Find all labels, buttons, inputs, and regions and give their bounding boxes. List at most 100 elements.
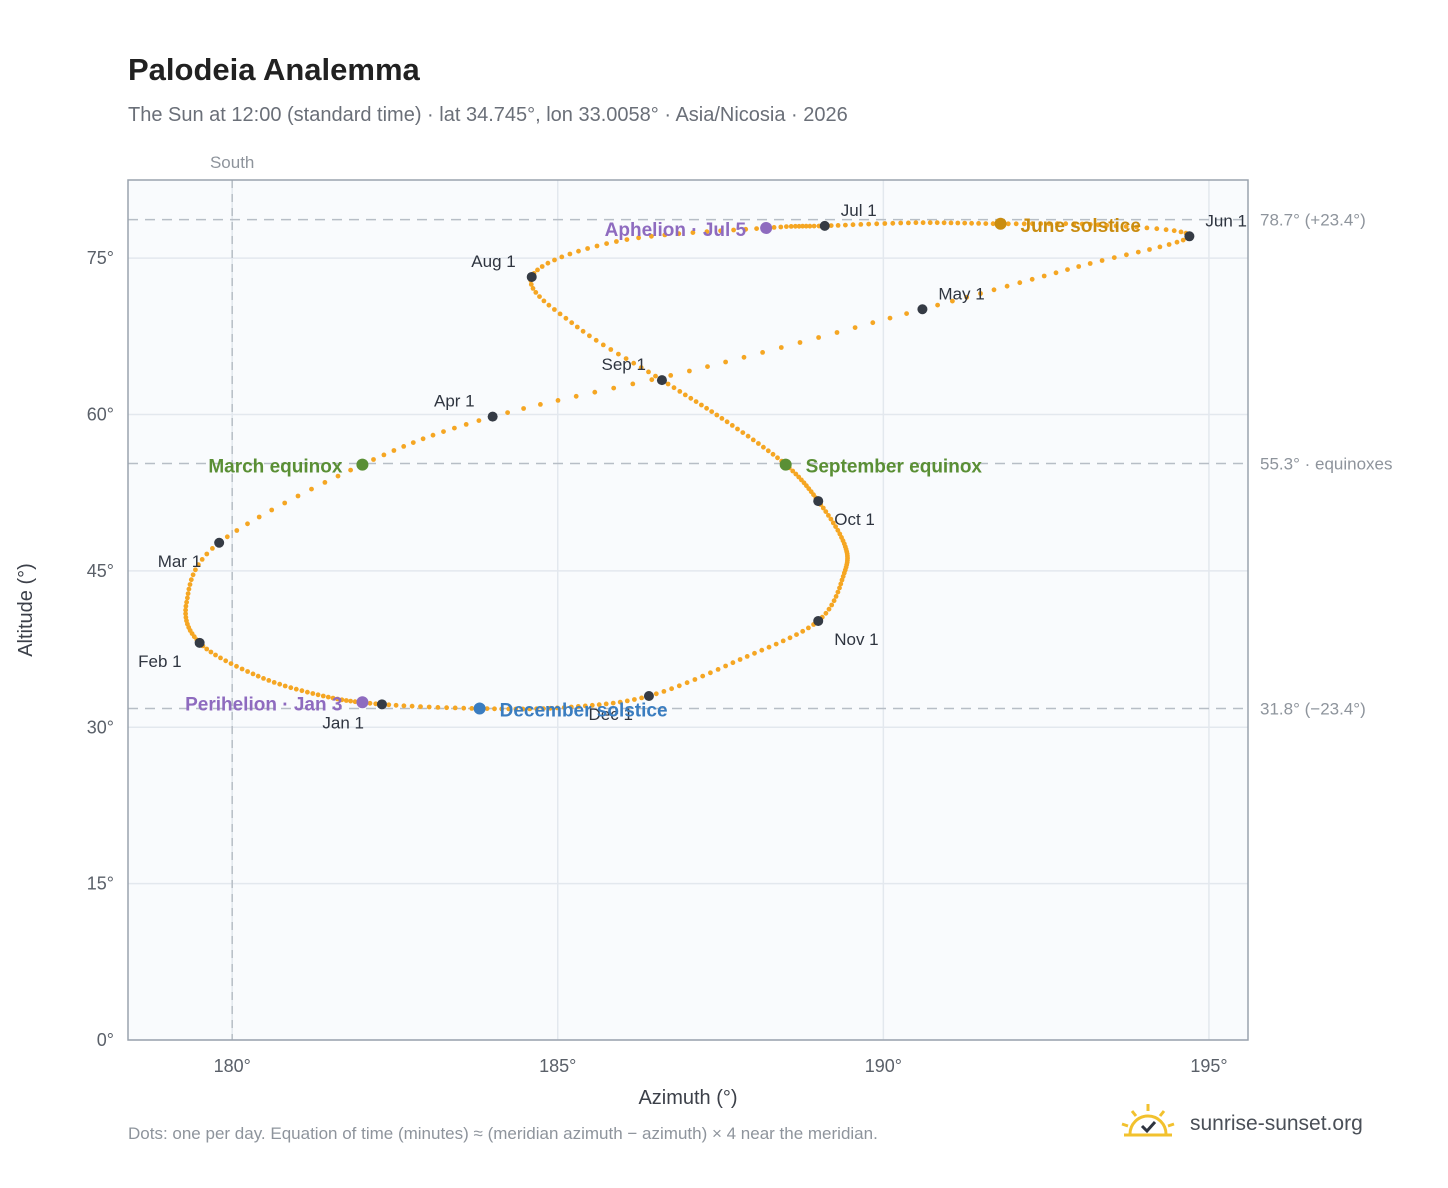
daily-dot bbox=[741, 354, 747, 360]
daily-dot bbox=[426, 704, 432, 710]
daily-dot bbox=[898, 220, 904, 226]
daily-dot bbox=[803, 223, 809, 229]
daily-dot bbox=[794, 632, 799, 637]
event-label: Perihelion · Jan 3 bbox=[185, 694, 342, 715]
daily-dot bbox=[754, 226, 759, 232]
month-marker bbox=[526, 271, 537, 282]
daily-dot bbox=[1180, 237, 1186, 243]
event-marker bbox=[994, 217, 1007, 230]
brand-logo[interactable]: sunrise-sunset.org bbox=[1120, 1102, 1390, 1148]
daily-dot bbox=[1053, 270, 1059, 276]
daily-dot bbox=[234, 528, 240, 533]
daily-dot bbox=[662, 232, 668, 238]
daily-dot bbox=[1054, 221, 1060, 227]
daily-dot bbox=[184, 599, 190, 605]
daily-dot bbox=[820, 505, 826, 511]
daily-dot bbox=[373, 701, 379, 707]
month-label: Aug 1 bbox=[471, 252, 515, 271]
daily-dot bbox=[1021, 221, 1027, 227]
daily-dot bbox=[533, 290, 539, 295]
daily-dot bbox=[1154, 226, 1160, 232]
event-marker bbox=[473, 702, 486, 715]
daily-dot bbox=[835, 527, 841, 533]
daily-dot bbox=[778, 224, 784, 230]
daily-dot bbox=[409, 703, 415, 709]
month-marker bbox=[194, 637, 205, 648]
daily-dot bbox=[969, 220, 974, 226]
daily-dot bbox=[624, 698, 630, 704]
daily-dot bbox=[1123, 224, 1129, 229]
daily-dot bbox=[723, 663, 728, 669]
daily-dot bbox=[185, 595, 190, 601]
daily-dot bbox=[1038, 221, 1044, 227]
month-label: Mar 1 bbox=[158, 552, 201, 571]
daily-dot bbox=[688, 395, 694, 401]
daily-dot bbox=[547, 705, 553, 711]
daily-dot bbox=[1095, 222, 1101, 228]
daily-dot bbox=[948, 220, 954, 226]
daily-dot bbox=[775, 455, 780, 461]
daily-dot bbox=[1178, 229, 1184, 235]
daily-dot bbox=[435, 705, 441, 710]
daily-dot bbox=[1087, 222, 1093, 227]
daily-dot bbox=[484, 706, 490, 711]
daily-dot bbox=[430, 432, 436, 438]
event-marker bbox=[779, 458, 792, 471]
daily-dot bbox=[838, 581, 844, 587]
daily-dot bbox=[692, 677, 698, 682]
daily-dot bbox=[978, 291, 983, 296]
daily-dot bbox=[962, 220, 968, 226]
daily-dot bbox=[537, 294, 542, 299]
daily-dot bbox=[245, 669, 251, 674]
daily-dot bbox=[829, 602, 835, 608]
daily-dot bbox=[719, 416, 725, 421]
daily-dot bbox=[299, 688, 305, 694]
daily-dot bbox=[890, 220, 896, 226]
daily-dot bbox=[295, 493, 301, 499]
daily-dot bbox=[828, 516, 834, 522]
daily-dot bbox=[752, 650, 757, 656]
daily-dot bbox=[228, 661, 234, 666]
daily-dot bbox=[833, 594, 839, 599]
daily-dot bbox=[185, 591, 191, 596]
daily-dot bbox=[575, 704, 581, 709]
daily-dot bbox=[708, 670, 713, 676]
daily-dot bbox=[1163, 227, 1169, 233]
daily-dot bbox=[1076, 264, 1082, 269]
daily-dot bbox=[617, 699, 623, 705]
daily-dot bbox=[401, 444, 407, 449]
x-tick-label: 185° bbox=[539, 1056, 576, 1076]
daily-dot bbox=[348, 467, 353, 473]
y-tick-label: 15° bbox=[87, 874, 114, 894]
daily-dot bbox=[213, 652, 218, 658]
daily-dot bbox=[561, 705, 567, 710]
daily-dot bbox=[1135, 249, 1141, 255]
daily-dot bbox=[277, 681, 283, 687]
daily-dot bbox=[756, 441, 761, 446]
daily-dot bbox=[343, 698, 349, 703]
event-marker bbox=[760, 221, 773, 234]
daily-dot bbox=[288, 685, 294, 691]
daily-dot bbox=[569, 320, 575, 326]
plot-area bbox=[128, 180, 1248, 1040]
daily-dot bbox=[322, 480, 328, 485]
daily-dot bbox=[534, 706, 539, 712]
daily-dot bbox=[1087, 261, 1093, 266]
x-tick-label: 190° bbox=[865, 1056, 902, 1076]
daily-dot bbox=[183, 607, 189, 613]
daily-dot bbox=[765, 448, 771, 454]
month-markers: Jan 1 Feb 1 Mar 1 Apr 1 May 1 Jun 1 Jul 1 Aug 1… bbox=[138, 201, 1247, 732]
daily-dot bbox=[1005, 221, 1011, 227]
daily-dot bbox=[850, 222, 856, 228]
daily-dot bbox=[1147, 247, 1152, 252]
daily-dot bbox=[904, 311, 909, 316]
month-marker bbox=[643, 691, 654, 701]
daily-dot bbox=[444, 705, 449, 711]
month-marker bbox=[813, 496, 824, 507]
daily-dot bbox=[866, 221, 872, 227]
daily-dot bbox=[310, 691, 316, 696]
daily-dot bbox=[309, 486, 314, 492]
month-marker bbox=[214, 537, 225, 548]
daily-dot bbox=[669, 686, 674, 692]
daily-dot bbox=[631, 360, 637, 366]
